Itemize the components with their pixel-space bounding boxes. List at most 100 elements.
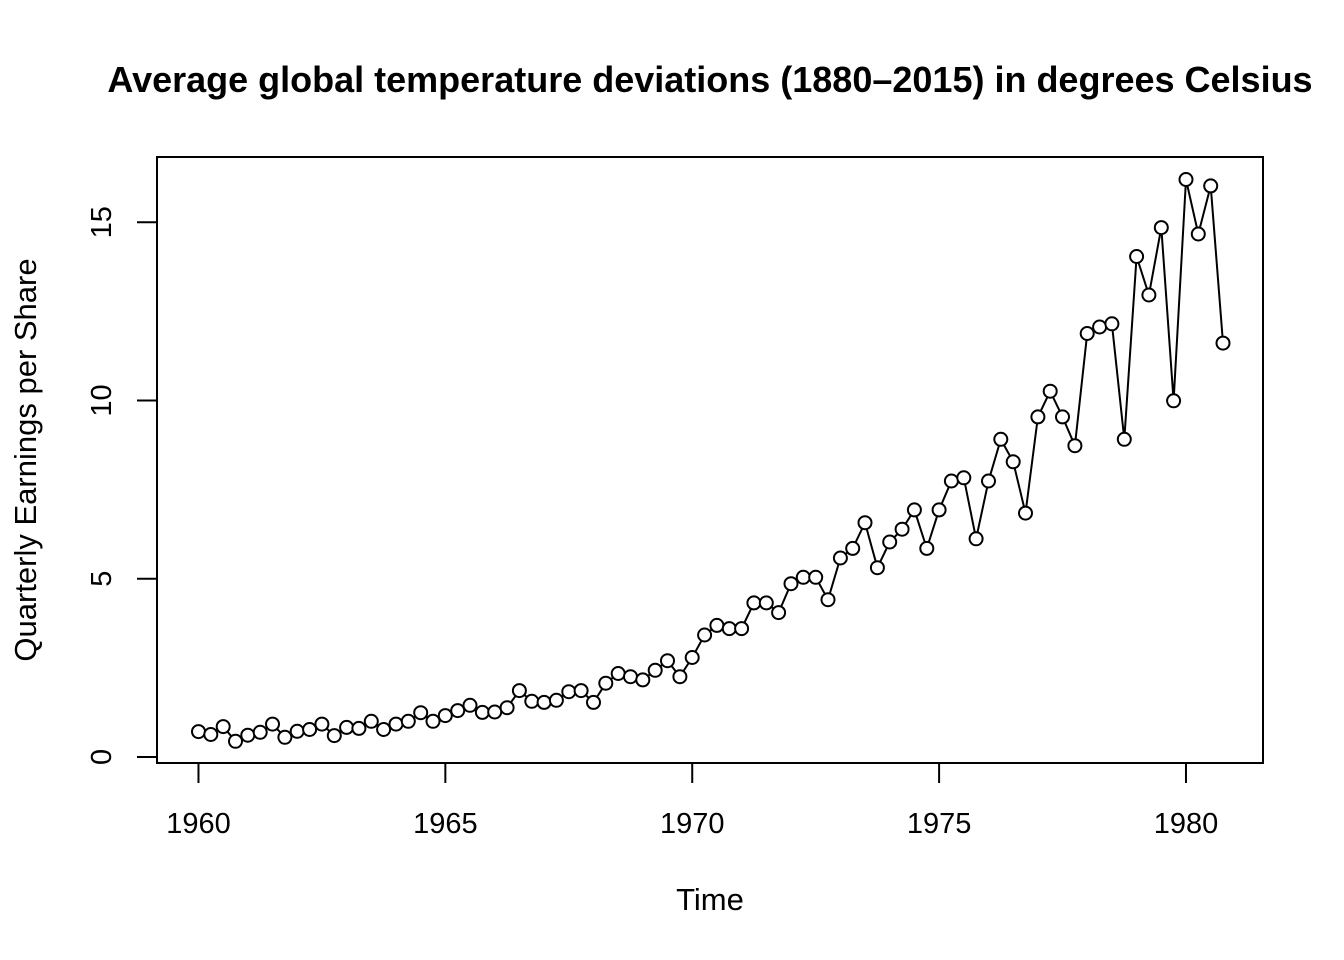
- data-point: [635, 672, 651, 688]
- data-point: [968, 531, 984, 547]
- data-point: [240, 727, 256, 743]
- x-tick-label: 1965: [413, 808, 478, 840]
- data-point: [277, 729, 293, 745]
- data-point: [548, 692, 564, 708]
- data-point: [610, 666, 626, 681]
- data-point: [1092, 319, 1108, 335]
- data-point: [339, 719, 355, 735]
- series-line: [198, 179, 1224, 743]
- data-point: [647, 662, 663, 678]
- y-axis-label: Quarterly Earnings per Share: [8, 258, 43, 661]
- chart-title: Average global temperature deviations (1…: [107, 59, 1312, 100]
- plot-frame: [156, 156, 1264, 764]
- data-point: [351, 720, 367, 736]
- y-tick-label: 5: [86, 571, 118, 587]
- data-point: [437, 708, 453, 724]
- data-point: [265, 716, 280, 732]
- data-point: [1215, 335, 1231, 351]
- data-point: [1178, 172, 1194, 187]
- data-point: [758, 595, 774, 611]
- data-point: [388, 716, 404, 732]
- data-point: [536, 694, 552, 710]
- data-point: [326, 728, 342, 744]
- data-point: [1153, 220, 1169, 236]
- data-point: [857, 515, 873, 531]
- y-tick-label: 10: [86, 384, 118, 416]
- x-tick-label: 1975: [907, 808, 972, 840]
- data-point: [413, 705, 429, 721]
- data-point: [943, 473, 959, 489]
- data-point: [882, 534, 898, 550]
- data-point: [919, 540, 935, 556]
- data-point: [956, 470, 972, 486]
- data-point: [302, 722, 318, 737]
- data-point: [845, 540, 861, 556]
- data-point: [734, 621, 750, 637]
- y-tick-label: 0: [86, 749, 118, 765]
- x-tick-label: 1980: [1154, 808, 1219, 840]
- x-tick-label: 1970: [660, 808, 725, 840]
- data-point: [1166, 393, 1182, 409]
- y-tick-label: 15: [86, 206, 118, 238]
- data-point: [314, 716, 330, 732]
- data-point: [1203, 178, 1219, 194]
- data-point: [697, 627, 713, 643]
- data-point: [586, 694, 601, 710]
- data-point: [524, 693, 540, 709]
- data-point: [721, 621, 737, 637]
- x-tick-label: 1960: [166, 808, 231, 840]
- data-point: [931, 502, 947, 518]
- data-point: [808, 569, 824, 585]
- data-point: [203, 727, 219, 742]
- data-point: [425, 713, 441, 729]
- data-point: [228, 733, 243, 749]
- data-point: [771, 605, 787, 621]
- data-point: [474, 704, 490, 720]
- data-point: [993, 431, 1009, 447]
- data-point: [783, 576, 799, 592]
- x-axis-label: Time: [676, 882, 744, 917]
- data-point: [906, 502, 922, 518]
- data-point: [660, 653, 675, 669]
- data-point: [981, 473, 996, 489]
- data-point: [573, 683, 589, 699]
- data-point: [363, 713, 379, 729]
- data-point: [400, 713, 416, 729]
- data-point: [1116, 431, 1132, 447]
- data-point: [191, 724, 206, 740]
- data-point: [289, 723, 305, 739]
- data-point: [1067, 438, 1083, 454]
- data-point: [1030, 409, 1046, 425]
- data-point: [672, 669, 688, 685]
- data-point: [1042, 383, 1058, 399]
- data-point: [709, 617, 725, 633]
- data-point: [376, 722, 392, 737]
- data-point: [487, 704, 503, 720]
- data-point: [746, 595, 762, 611]
- data-point: [894, 521, 910, 537]
- y-axis: 0 5 10 15: [86, 206, 158, 765]
- data-point: [795, 569, 811, 585]
- data-point: [1079, 326, 1095, 341]
- data-point: [1104, 316, 1120, 332]
- data-point: [832, 550, 848, 566]
- series-points: [191, 172, 1231, 749]
- data-point: [1141, 287, 1157, 303]
- data-point: [511, 683, 527, 699]
- data-point: [450, 703, 466, 719]
- data-point: [1129, 249, 1145, 264]
- data-point: [1055, 409, 1070, 425]
- x-axis: 1960 1965 1970 1975 1980: [166, 762, 1219, 840]
- data-point: [462, 697, 478, 713]
- data-point: [1190, 226, 1206, 242]
- data-point: [1005, 454, 1021, 470]
- data-point: [684, 650, 700, 665]
- data-point: [623, 669, 638, 685]
- data-point: [1018, 505, 1033, 521]
- data-point: [598, 675, 614, 691]
- data-point: [820, 592, 836, 608]
- data-point: [215, 719, 231, 735]
- data-point: [252, 724, 268, 740]
- data-point: [499, 700, 515, 716]
